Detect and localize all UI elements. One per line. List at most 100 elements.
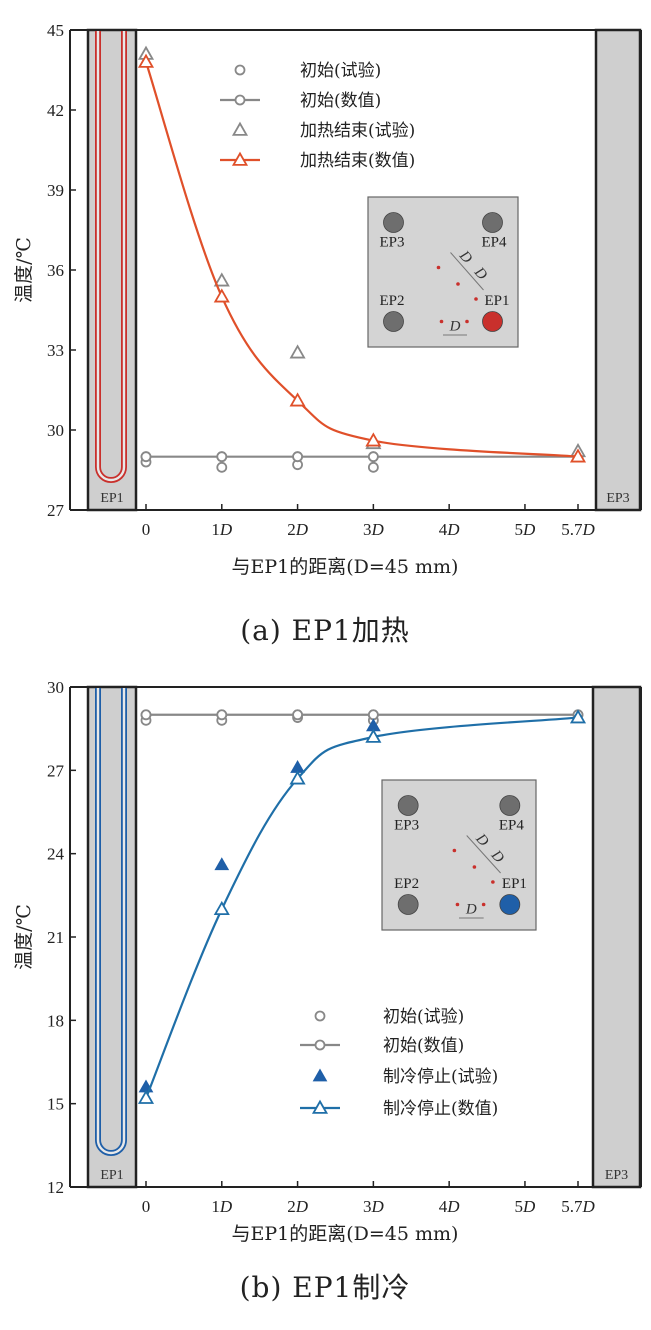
u-tube-inner: [96, 30, 126, 482]
marker-num-circle: [140, 709, 152, 721]
figure-caption: (a) EP1加热: [240, 614, 410, 647]
marker-num-triangle: [289, 770, 306, 785]
y-tick-label: 24: [47, 845, 65, 864]
inset-sensor-dot: [491, 880, 495, 884]
inset-sensor-dot: [472, 865, 477, 869]
marker-num-circle: [367, 451, 379, 463]
inset-sensor-dot: [436, 265, 441, 270]
x-tick-label: 1D: [211, 1197, 233, 1216]
inset-label: EP3: [394, 818, 419, 834]
marker-num-triangle: [231, 151, 249, 166]
legend-entry: 加热结束(数值): [300, 151, 415, 171]
y-tick-label: 18: [47, 1011, 64, 1030]
y-tick-label: 30: [47, 421, 64, 440]
x-axis-label: 与EP1的距离(D=45 mm): [232, 1223, 459, 1245]
inset-ep1-hole: [499, 894, 521, 915]
y-tick-label: 30: [47, 678, 64, 697]
pipe-label-right: EP3: [605, 1168, 628, 1183]
series-1: [140, 451, 584, 473]
marker-num-triangle: [311, 1099, 329, 1114]
inset-d-label: D: [465, 902, 477, 918]
marker-num-triangle: [365, 728, 382, 743]
marker-num-triangle: [137, 53, 155, 68]
inset-label: EP1: [484, 293, 509, 309]
pipe-label-left: EP1: [100, 1168, 123, 1183]
y-axis-label: 温度/℃: [13, 904, 35, 970]
marker-num-triangle: [569, 709, 587, 724]
x-tick-label: 4D: [439, 520, 461, 539]
x-tick-label: 0: [142, 520, 151, 539]
marker-exp-triangle-filled: [312, 1068, 328, 1082]
inset-sensor-dot: [481, 902, 486, 907]
marker-num-circle: [314, 1039, 326, 1051]
x-tick-label: 1D: [211, 520, 233, 539]
marker-num-triangle: [365, 432, 382, 447]
marker-num-circle: [292, 451, 303, 463]
figure-caption: (b) EP1制冷: [240, 1271, 411, 1304]
y-axis-label: 温度/℃: [13, 237, 35, 303]
inset-sensor-dot: [452, 848, 457, 853]
marker-exp-triangle-open: [231, 121, 249, 136]
x-tick-label: 0: [142, 1197, 151, 1216]
pipe-label-left: EP1: [100, 491, 123, 506]
legend-entry: 初始(数值): [383, 1036, 464, 1056]
inset-label: EP3: [379, 235, 404, 251]
series-line: [144, 61, 579, 458]
y-tick-label: 12: [47, 1178, 64, 1197]
inset-hole: [383, 212, 404, 233]
y-tick-label: 27: [47, 501, 65, 520]
inset-label: EP2: [394, 876, 419, 892]
legend-entry: 制冷停止(试验): [383, 1067, 498, 1087]
pipe-label-right: EP3: [606, 491, 629, 506]
y-tick-label: 39: [47, 181, 64, 200]
inset-ep1-hole: [482, 311, 503, 332]
marker-exp-triangle-open: [289, 344, 306, 359]
legend-entry: 制冷停止(数值): [383, 1099, 498, 1119]
y-tick-label: 45: [47, 21, 64, 40]
x-tick-label: 5D: [515, 520, 537, 539]
x-tick-label: 3D: [363, 520, 385, 539]
legend: 初始(试验) 初始(数值) 加热结束(试验) 加热结束(数值): [220, 61, 415, 171]
x-tick-label: 5.7D: [561, 1197, 595, 1216]
pipe-right: [594, 28, 642, 512]
inset-sensor-dot: [474, 297, 478, 301]
inset-hole: [397, 894, 419, 915]
marker-exp-triangle-open: [213, 272, 230, 287]
marker-num-circle: [216, 451, 228, 463]
marker-num-circle: [367, 709, 379, 721]
marker-num-triangle: [569, 448, 587, 463]
series-4: [137, 53, 587, 463]
marker-exp-circle: [234, 64, 246, 76]
y-tick-label: 21: [47, 928, 64, 947]
legend-entry: 初始(试验): [300, 61, 381, 81]
x-tick-label: 3D: [363, 1197, 385, 1216]
series-4: [137, 709, 587, 1104]
x-axis-label: 与EP1的距离(D=45 mm): [232, 556, 459, 578]
y-tick-label: 42: [47, 101, 64, 120]
marker-num-triangle: [213, 900, 230, 915]
x-tick-label: 2D: [287, 1197, 309, 1216]
inset-label: EP4: [481, 235, 507, 251]
y-tick-label: 27: [47, 761, 65, 780]
u-tube-inner: [96, 687, 126, 1155]
chart-panel-1: EP1 EP3 27 30 33 36 39 42 45 0 1D 2D 3D 4D 5D 5.7D 与EP1的…: [13, 21, 642, 578]
inset-label: EP4: [499, 818, 525, 834]
marker-exp-circle: [216, 461, 228, 473]
inset-hole: [383, 311, 404, 332]
inset-hole: [397, 795, 419, 816]
marker-exp-circle: [367, 461, 379, 473]
legend-entry: 初始(试验): [383, 1007, 464, 1027]
marker-num-circle: [140, 451, 152, 463]
marker-num-circle: [292, 709, 303, 721]
x-tick-label: 5D: [515, 1197, 537, 1216]
marker-num-triangle: [213, 288, 230, 303]
marker-exp-triangle-filled: [214, 857, 230, 871]
inset-dimension-line: [450, 252, 484, 291]
inset-sensor-dot: [456, 282, 460, 286]
inset-dimension-line: [466, 835, 501, 874]
inset-sensor-dot: [455, 902, 460, 907]
legend-entry: 加热结束(试验): [300, 121, 415, 141]
legend-entry: 初始(数值): [300, 91, 381, 111]
